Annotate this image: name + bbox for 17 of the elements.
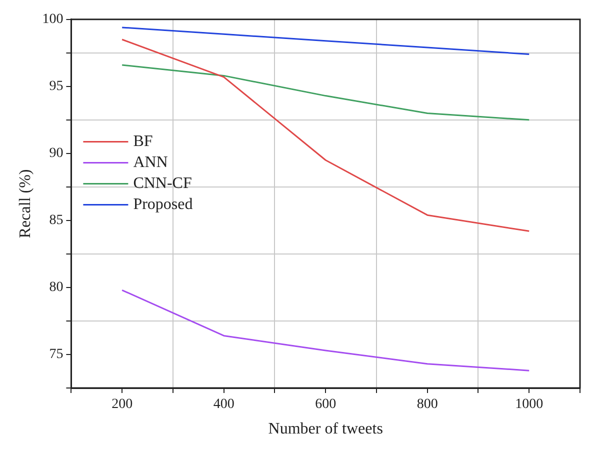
x-tick-label: 200 [112, 397, 133, 412]
y-tick-label: 100 [42, 12, 64, 28]
y-tick-label: 80 [49, 280, 64, 296]
y-tick-label: 90 [49, 146, 64, 162]
y-tick-label: 95 [49, 79, 64, 94]
legend-label: Proposed [133, 196, 193, 213]
x-tick-label: 1000 [515, 397, 544, 412]
legend-label: CNN-CF [133, 174, 192, 192]
x-tick-label: 800 [416, 397, 438, 412]
legend-label: BF [133, 132, 153, 150]
y-axis-title: Recall (%) [16, 169, 34, 238]
x-axis-title: Number of tweets [268, 420, 383, 438]
x-tick-label: 400 [213, 397, 234, 412]
x-tick-label: 600 [315, 397, 336, 412]
legend-label: ANN [133, 154, 168, 171]
y-tick-label: 85 [49, 213, 64, 228]
y-tick-label: 75 [49, 347, 64, 362]
